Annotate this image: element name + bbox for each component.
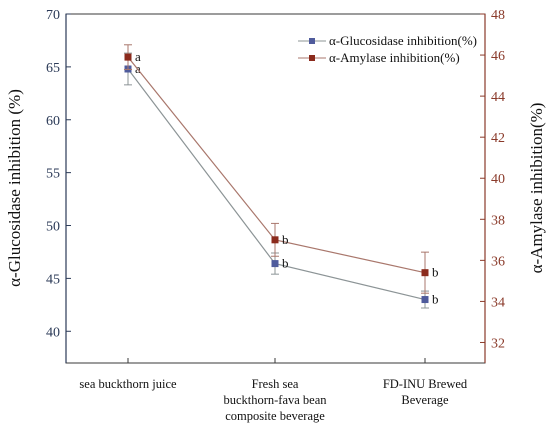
legend-label-amylase: α-Amylase inhibition(%): [329, 50, 460, 65]
right-tick-label: 42: [491, 131, 505, 146]
left-tick-label: 55: [46, 167, 60, 182]
right-axis-ticks: 32 34 36 38 40 42 44 46 48: [480, 8, 505, 351]
x-tick-label: buckthorn-fava bean: [223, 393, 327, 407]
left-tick-label: 65: [46, 61, 60, 76]
legend: α-Glucosidase inhibition(%) α-Amylase in…: [298, 33, 477, 65]
right-tick-label: 36: [491, 254, 505, 269]
x-tick-label: FD-INU Brewed: [383, 377, 468, 391]
legend-marker-amylase: [309, 55, 315, 61]
significance-label: a: [135, 61, 141, 76]
left-tick-label: 60: [46, 114, 60, 129]
right-tick-label: 40: [491, 172, 505, 187]
data-point: [124, 53, 132, 61]
x-tick-label: Beverage: [401, 393, 449, 407]
right-axis-title: α-Amylase inhibition(%): [527, 103, 546, 274]
significance-label: a: [135, 49, 141, 64]
right-tick-label: 34: [491, 295, 505, 310]
left-axis-title: α-Glucosidase inhibition (%): [5, 89, 24, 287]
significance-label: b: [432, 292, 439, 307]
significance-label: b: [282, 232, 289, 247]
left-axis-ticks: 40 45 50 55 60 65 70: [46, 8, 71, 340]
significance-label: b: [282, 256, 289, 271]
data-point: [271, 260, 279, 268]
x-tick-label: sea buckthorn juice: [79, 377, 177, 391]
left-tick-label: 70: [46, 8, 60, 23]
left-tick-label: 40: [46, 325, 60, 340]
right-tick-label: 48: [491, 8, 505, 23]
legend-label-glucosidase: α-Glucosidase inhibition(%): [329, 33, 477, 48]
x-tick-label: composite beverage: [225, 409, 325, 423]
x-tick-label: Fresh sea: [252, 377, 299, 391]
data-point: [271, 236, 279, 244]
right-tick-label: 44: [491, 90, 505, 105]
significance-label: b: [432, 265, 439, 280]
right-tick-label: 38: [491, 213, 505, 228]
data-point: [421, 296, 429, 304]
right-tick-label: 32: [491, 336, 505, 351]
left-tick-label: 45: [46, 272, 60, 287]
legend-marker-glucosidase: [309, 38, 315, 44]
left-tick-label: 50: [46, 220, 60, 235]
x-axis-ticks: sea buckthorn juice Fresh sea buckthorn-fa…: [79, 358, 468, 423]
right-tick-label: 46: [491, 49, 505, 64]
data-point: [421, 269, 429, 277]
